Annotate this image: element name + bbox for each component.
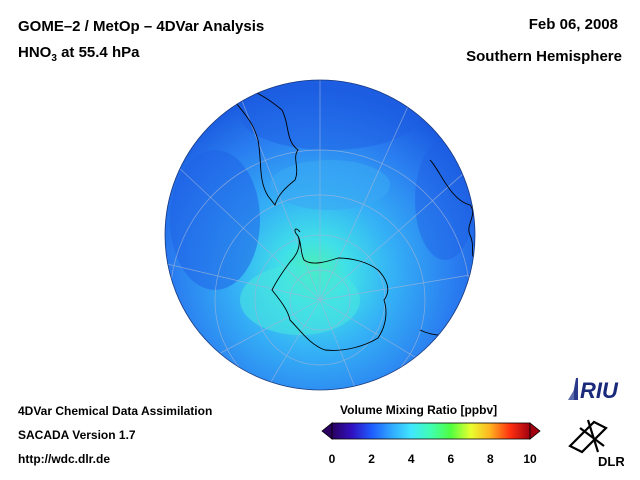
colorbar-tick-6: 6 bbox=[447, 452, 455, 466]
riu-logo: RIU bbox=[568, 378, 619, 403]
coastlines bbox=[227, 85, 475, 351]
dlr-logo: DLR bbox=[568, 419, 624, 469]
hemisphere-label: Southern Hemisphere bbox=[466, 48, 622, 65]
low-region-east bbox=[415, 140, 475, 260]
colorbar-high-arrow bbox=[529, 422, 541, 440]
colorbar-tick-8: 8 bbox=[487, 452, 494, 466]
dlr-logo-text: DLR bbox=[598, 454, 624, 469]
low-region-west bbox=[170, 150, 260, 290]
colorbar bbox=[321, 422, 541, 440]
species-name: HNO bbox=[18, 44, 52, 61]
antarctica-coast bbox=[271, 235, 389, 351]
footer-line2: SACADA Version 1.7 bbox=[18, 428, 136, 442]
high-region bbox=[240, 265, 360, 335]
footer-url[interactable]: http://wdc.dlr.de bbox=[18, 452, 110, 466]
south-america-coast bbox=[227, 85, 299, 206]
colorbar-tick-4: 4 bbox=[407, 452, 415, 466]
pressure-level: at 55.4 hPa bbox=[56, 44, 140, 61]
title-line1: GOME–2 / MetOp – 4DVar Analysis bbox=[18, 18, 265, 35]
analysis-date: Feb 06, 2008 bbox=[528, 16, 618, 33]
mid-region-north bbox=[270, 160, 390, 210]
colorbar-gradient bbox=[331, 422, 531, 440]
polar-map bbox=[164, 79, 476, 391]
low-region-north bbox=[240, 80, 420, 150]
africa-coast bbox=[429, 159, 475, 261]
globe-outline bbox=[164, 79, 476, 391]
colorbar-tick-0: 0 bbox=[328, 452, 336, 466]
peninsula-coast bbox=[294, 228, 301, 237]
riu-logo-text: RIU bbox=[580, 378, 619, 403]
footer-line1: 4DVar Chemical Data Assimilation bbox=[18, 404, 213, 418]
colorbar-tick-2: 2 bbox=[368, 452, 375, 466]
colorbar-title: Volume Mixing Ratio [ppbv] bbox=[340, 403, 498, 417]
colorbar-tick-10: 10 bbox=[523, 452, 537, 466]
species-subscript: 3 bbox=[51, 53, 57, 64]
title-line2: HNO3 at 55.4 hPa bbox=[18, 44, 139, 64]
colorbar-low-arrow bbox=[321, 422, 333, 440]
